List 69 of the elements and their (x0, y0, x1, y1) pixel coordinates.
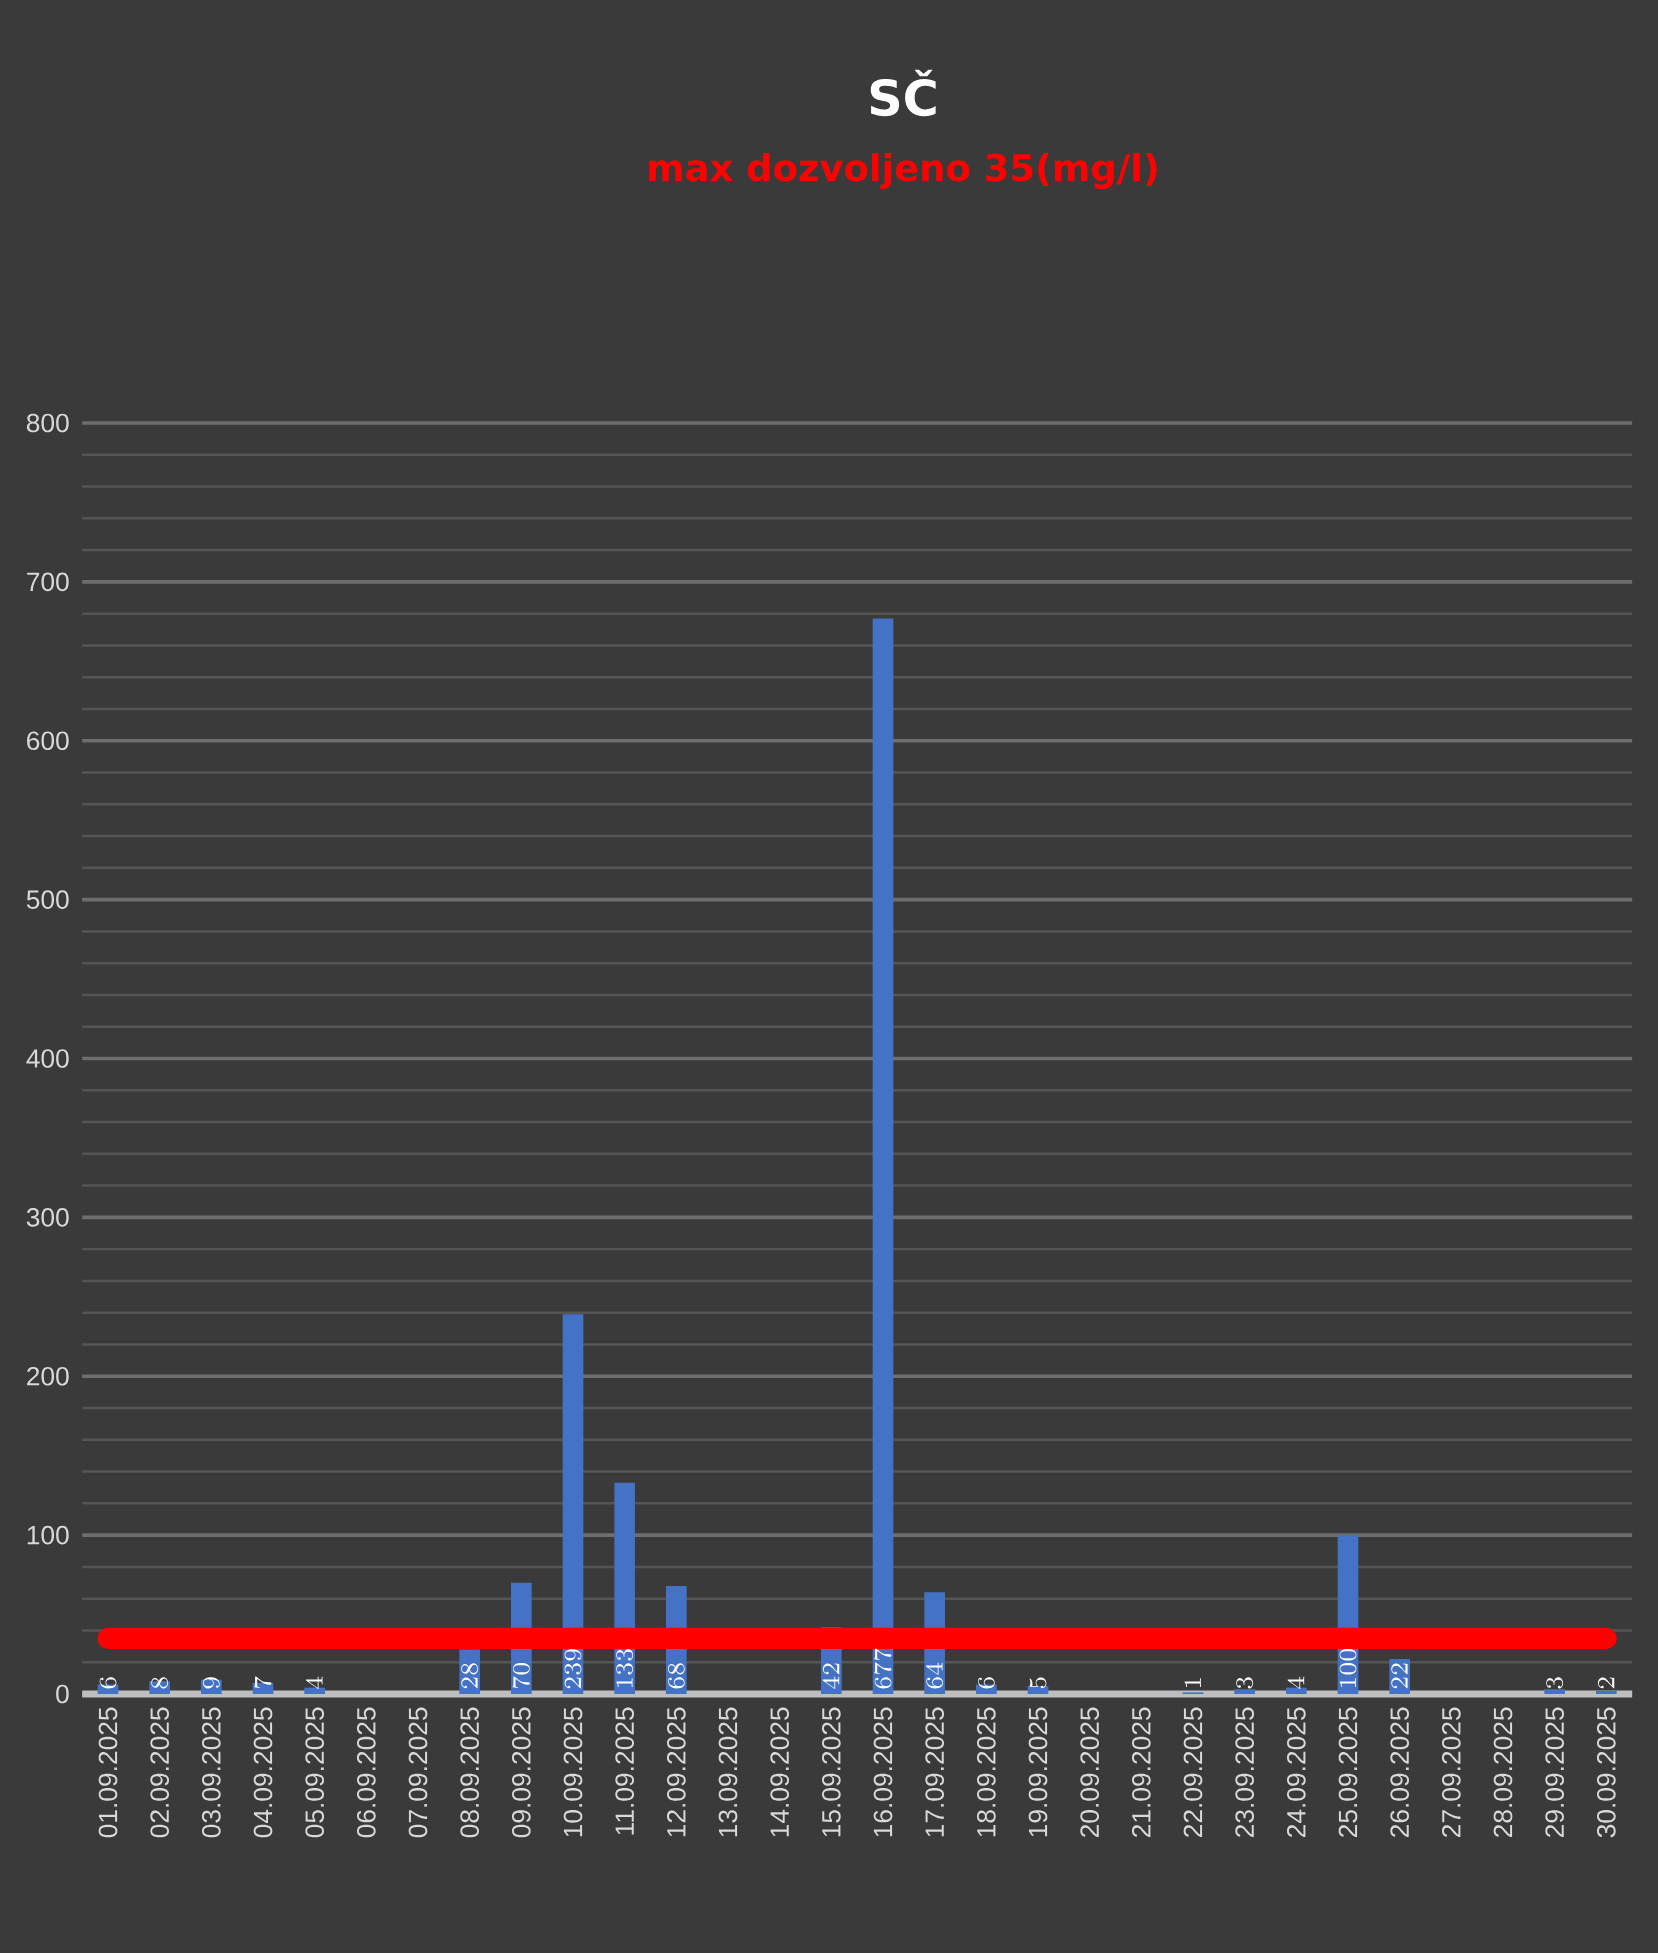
data-label: 5 (1029, 1677, 1047, 1689)
x-tick-label: 07.09.2025 (408, 1707, 428, 1838)
x-tick-label: 29.09.2025 (1545, 1707, 1565, 1838)
bar (1286, 1687, 1307, 1694)
x-tick-label: 08.09.2025 (460, 1707, 480, 1838)
x-tick-label: 25.09.2025 (1338, 1707, 1358, 1838)
data-label: 42 (822, 1663, 840, 1689)
x-tick-label: 15.09.2025 (822, 1707, 841, 1837)
x-tick-label: 30.09.2025 (1597, 1707, 1616, 1838)
x-tick-label: 21.09.2025 (1132, 1707, 1151, 1838)
data-label: 4 (1287, 1676, 1305, 1689)
x-tick-label: 12.09.2025 (667, 1707, 686, 1837)
chart-subtitle: max dozvoljeno 35(mg/l) (649, 153, 1157, 189)
x-tick-label: 22.09.2025 (1183, 1707, 1203, 1838)
x-tick-label: 26.09.2025 (1390, 1707, 1410, 1838)
data-label: 4 (306, 1676, 323, 1689)
bar (304, 1687, 326, 1694)
bar (1596, 1690, 1617, 1694)
x-tick-label: 19.09.2025 (1028, 1707, 1048, 1837)
data-label: 677 (874, 1648, 892, 1689)
data-label: 28 (461, 1663, 479, 1689)
y-tick-label: 600 (27, 731, 69, 751)
data-label: 9 (202, 1677, 220, 1689)
x-tick-label: 20.09.2025 (1080, 1707, 1100, 1838)
y-tick-label: 400 (26, 1049, 69, 1068)
data-label: 100 (1339, 1649, 1357, 1688)
x-tick-label: 23.09.2025 (1235, 1707, 1255, 1838)
data-label: 1 (1184, 1678, 1201, 1688)
x-tick-label: 06.09.2025 (357, 1707, 376, 1838)
y-tick-label: 700 (27, 572, 69, 592)
x-tick-label: 24.09.2025 (1287, 1707, 1306, 1838)
bar (1544, 1689, 1566, 1694)
x-tick-label: 16.09.2025 (873, 1707, 893, 1837)
x-tick-label: 11.09.2025 (615, 1707, 635, 1835)
bar (872, 618, 894, 1694)
x-tick-label: 05.09.2025 (305, 1707, 325, 1838)
bar (1234, 1689, 1256, 1694)
data-label: 70 (512, 1663, 530, 1689)
x-tick-label: 10.09.2025 (563, 1707, 583, 1837)
y-tick-label: 0 (56, 1684, 69, 1704)
y-tick-label: 500 (26, 890, 69, 909)
data-label: 133 (616, 1649, 634, 1688)
x-tick-label: 09.09.2025 (512, 1707, 531, 1838)
data-label: 8 (151, 1677, 169, 1689)
data-label: 64 (926, 1662, 944, 1689)
data-label: 239 (564, 1649, 582, 1689)
x-tick-label: 14.09.2025 (770, 1707, 790, 1837)
x-tick-label: 13.09.2025 (718, 1707, 738, 1837)
chart-title: SČ (870, 69, 936, 117)
y-tick-label: 300 (26, 1208, 69, 1227)
x-tick-label: 02.09.2025 (150, 1707, 170, 1838)
data-label: 3 (1546, 1677, 1564, 1689)
data-label: 6 (99, 1677, 117, 1689)
x-tick-label: 01.09.2025 (98, 1707, 118, 1838)
data-label: 68 (667, 1663, 685, 1689)
y-tick-label: 200 (27, 1366, 69, 1386)
x-tick-label: 28.09.2025 (1493, 1707, 1513, 1838)
x-tick-label: 03.09.2025 (202, 1707, 221, 1838)
x-tick-label: 17.09.2025 (925, 1707, 945, 1837)
data-label: 3 (1236, 1677, 1254, 1689)
x-tick-label: 04.09.2025 (253, 1707, 273, 1838)
data-label: 2 (1597, 1677, 1615, 1689)
y-tick-label: 800 (26, 413, 69, 433)
y-tick-label: 100 (27, 1525, 69, 1545)
data-label: 7 (254, 1676, 272, 1689)
x-tick-label: 18.09.2025 (977, 1707, 996, 1837)
data-label: 22 (1391, 1663, 1408, 1689)
x-tick-label: 27.09.2025 (1442, 1707, 1461, 1838)
data-label: 6 (977, 1677, 995, 1689)
